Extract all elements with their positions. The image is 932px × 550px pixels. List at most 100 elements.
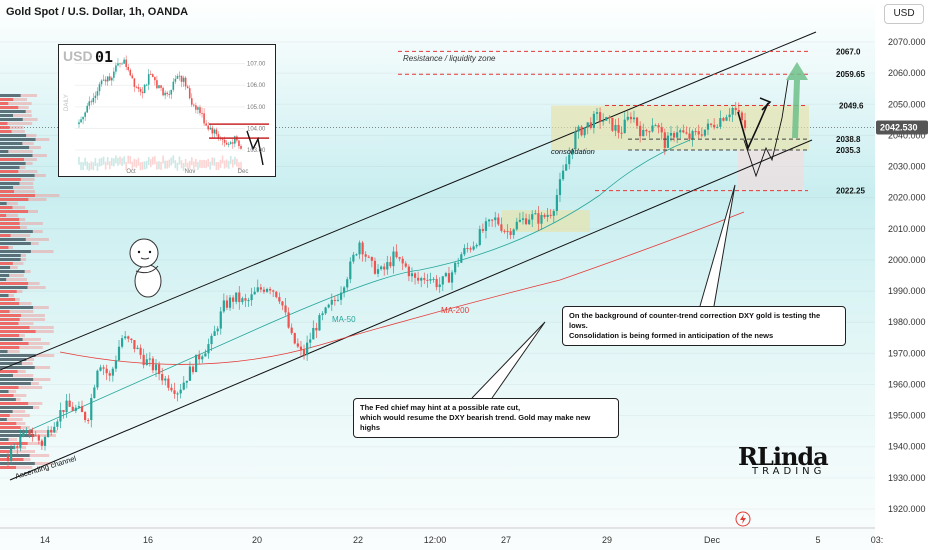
candle (287, 312, 290, 328)
inset-volume (108, 161, 111, 170)
candle (250, 294, 253, 301)
inset-candle (162, 87, 164, 96)
inset-volume (78, 156, 80, 165)
fed-note-line1: The Fed chief may hint at a possible rat… (360, 403, 521, 412)
profile-bar (28, 282, 40, 285)
profile-bar (0, 234, 11, 237)
inset-volume (104, 161, 107, 170)
profile-bar (18, 106, 29, 109)
y-axis[interactable]: 1920.000 1930.000 1940.000 1950.000 1960.000… (876, 37, 928, 514)
profile-bar (30, 242, 39, 245)
candle (574, 131, 577, 150)
candle (262, 289, 266, 292)
candle (210, 335, 213, 345)
candle (120, 338, 124, 347)
profile-bar (0, 198, 29, 201)
lightning-icon[interactable] (734, 510, 752, 528)
profile-bar (0, 398, 16, 401)
inset-candle (131, 75, 134, 79)
inset-volume (215, 162, 218, 171)
candle (521, 218, 525, 220)
candle (494, 217, 497, 221)
inset-volume (129, 156, 132, 165)
x-tick-label: 27 (501, 535, 511, 545)
candle (290, 327, 293, 334)
inset-candle (211, 127, 214, 134)
candle (195, 354, 198, 373)
inset-volume (117, 157, 119, 166)
candle (124, 336, 127, 339)
profile-bar (21, 362, 33, 365)
inset-volume (172, 155, 175, 164)
profile-bar (24, 158, 37, 161)
candle (65, 400, 68, 413)
candle (506, 231, 509, 233)
candle (111, 368, 114, 376)
profile-bar (12, 410, 26, 413)
inset-volume (88, 162, 91, 171)
x-tick-label: 22 (353, 535, 363, 545)
candle (571, 149, 574, 155)
profile-bar (0, 422, 17, 425)
candle (407, 266, 410, 277)
profile-bar (25, 238, 49, 241)
candle (398, 257, 401, 259)
candle (447, 273, 451, 283)
candle (580, 126, 583, 136)
candle (265, 289, 269, 292)
profile-bar (7, 350, 20, 353)
x-tick-label: 03: (871, 535, 884, 545)
candle (602, 120, 605, 122)
candle (528, 219, 531, 225)
currency-button[interactable]: USD (884, 4, 924, 24)
candle (201, 356, 204, 360)
inset-volume (203, 159, 205, 168)
y-tick-label: 1930.000 (888, 473, 926, 483)
profile-bar (0, 390, 9, 393)
candle (740, 112, 744, 121)
candle (315, 327, 318, 331)
candle (639, 125, 642, 137)
inset-candle (180, 75, 183, 82)
inset-candle (201, 112, 203, 114)
inset-candle (84, 112, 86, 117)
profile-bar (0, 246, 9, 249)
candle (339, 292, 343, 300)
profile-bar (28, 198, 47, 201)
profile-bar (0, 170, 19, 173)
profile-bar (0, 410, 13, 413)
y-tick-label: 2040.000 (888, 130, 926, 140)
candle (46, 429, 50, 438)
profile-bar (0, 282, 29, 285)
candle (19, 436, 22, 448)
candle (512, 229, 515, 235)
profile-bar (29, 454, 50, 457)
profile-bar (0, 378, 34, 381)
profile-bar (12, 206, 26, 209)
y-tick-label: 1990.000 (888, 286, 926, 296)
x-axis[interactable]: 14 16 20 22 12:00 27 29 Dec 5 03: (0, 527, 884, 545)
inset-volume (205, 160, 207, 169)
inset-volume (168, 159, 171, 168)
candle (105, 368, 108, 374)
profile-bar (19, 166, 26, 169)
profile-bar (19, 222, 43, 225)
candle (598, 112, 602, 122)
candle (703, 129, 707, 136)
profile-bar (0, 190, 15, 193)
x-tick-label: 29 (602, 535, 612, 545)
candle (151, 358, 155, 371)
profile-bar (0, 146, 30, 149)
profile-bar (16, 422, 26, 425)
volume-profile (0, 94, 60, 469)
candle (620, 132, 623, 134)
candle (648, 131, 651, 133)
candle (438, 284, 441, 288)
profile-bar (0, 138, 36, 141)
profile-bar (8, 102, 32, 105)
inset-side-label: DAILY (64, 94, 70, 111)
candle (679, 130, 682, 133)
candle (37, 435, 40, 441)
profile-bar (0, 202, 7, 205)
